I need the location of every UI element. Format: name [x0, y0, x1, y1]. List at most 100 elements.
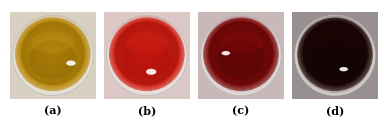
- Circle shape: [107, 15, 187, 96]
- FancyBboxPatch shape: [290, 10, 381, 101]
- Circle shape: [225, 37, 257, 69]
- Circle shape: [22, 23, 83, 84]
- Circle shape: [210, 22, 272, 84]
- Circle shape: [129, 35, 165, 71]
- Circle shape: [40, 40, 66, 66]
- Circle shape: [332, 50, 338, 56]
- Circle shape: [51, 51, 55, 55]
- Circle shape: [30, 30, 76, 76]
- Circle shape: [146, 52, 148, 55]
- Circle shape: [123, 30, 170, 77]
- Circle shape: [233, 45, 249, 62]
- Ellipse shape: [217, 40, 265, 79]
- Circle shape: [295, 15, 375, 96]
- Ellipse shape: [66, 61, 76, 66]
- Circle shape: [110, 17, 184, 90]
- Circle shape: [130, 36, 164, 70]
- Circle shape: [235, 47, 247, 59]
- Circle shape: [211, 23, 271, 83]
- Circle shape: [304, 22, 366, 84]
- Circle shape: [331, 49, 339, 58]
- Circle shape: [231, 43, 251, 63]
- Circle shape: [309, 27, 361, 79]
- Circle shape: [142, 49, 151, 58]
- Circle shape: [321, 39, 349, 67]
- Circle shape: [313, 31, 357, 75]
- Circle shape: [45, 45, 61, 62]
- Circle shape: [316, 34, 354, 72]
- Circle shape: [314, 32, 356, 75]
- Circle shape: [125, 31, 169, 75]
- Circle shape: [25, 25, 81, 81]
- Circle shape: [331, 49, 339, 57]
- Circle shape: [327, 45, 343, 62]
- Ellipse shape: [123, 40, 170, 79]
- Circle shape: [51, 52, 54, 55]
- Circle shape: [136, 43, 157, 64]
- Circle shape: [305, 23, 366, 84]
- Circle shape: [233, 46, 248, 61]
- Circle shape: [301, 19, 369, 87]
- Circle shape: [133, 39, 161, 67]
- Circle shape: [226, 38, 256, 68]
- Circle shape: [116, 22, 178, 84]
- Circle shape: [209, 21, 273, 85]
- Circle shape: [17, 17, 89, 89]
- Circle shape: [41, 41, 65, 65]
- Circle shape: [239, 51, 243, 55]
- Ellipse shape: [339, 67, 348, 71]
- Circle shape: [237, 49, 245, 57]
- Circle shape: [234, 46, 248, 60]
- Circle shape: [334, 52, 336, 54]
- Circle shape: [25, 26, 80, 81]
- Circle shape: [324, 42, 346, 65]
- Circle shape: [13, 15, 93, 96]
- Circle shape: [217, 29, 265, 77]
- Circle shape: [42, 43, 63, 64]
- Circle shape: [298, 17, 372, 90]
- Ellipse shape: [222, 51, 230, 55]
- Circle shape: [120, 27, 174, 80]
- Circle shape: [214, 27, 268, 80]
- Circle shape: [19, 20, 86, 87]
- Circle shape: [35, 35, 71, 71]
- Circle shape: [214, 26, 268, 81]
- Text: (a): (a): [44, 105, 61, 116]
- Circle shape: [47, 47, 59, 59]
- Circle shape: [31, 31, 75, 75]
- Circle shape: [222, 34, 260, 72]
- Circle shape: [330, 48, 340, 59]
- Circle shape: [15, 15, 91, 91]
- Circle shape: [311, 30, 359, 77]
- Circle shape: [205, 17, 277, 89]
- Circle shape: [143, 49, 151, 57]
- Circle shape: [306, 24, 364, 82]
- Circle shape: [139, 45, 155, 62]
- Circle shape: [23, 23, 83, 83]
- Circle shape: [129, 36, 164, 71]
- Circle shape: [35, 36, 70, 71]
- Circle shape: [36, 36, 70, 70]
- Circle shape: [223, 36, 258, 71]
- Circle shape: [206, 18, 276, 88]
- Circle shape: [134, 40, 160, 66]
- Circle shape: [307, 25, 363, 81]
- Circle shape: [126, 33, 167, 74]
- Ellipse shape: [31, 32, 74, 53]
- Circle shape: [20, 21, 86, 86]
- Circle shape: [52, 52, 53, 54]
- Circle shape: [28, 29, 77, 77]
- Circle shape: [220, 33, 262, 74]
- Circle shape: [218, 30, 264, 76]
- Circle shape: [297, 15, 373, 91]
- Circle shape: [46, 46, 60, 60]
- Circle shape: [201, 15, 281, 96]
- Circle shape: [126, 32, 168, 75]
- Circle shape: [310, 28, 360, 78]
- Circle shape: [207, 20, 275, 87]
- Circle shape: [146, 52, 147, 54]
- Circle shape: [109, 15, 185, 91]
- Ellipse shape: [29, 40, 76, 79]
- Circle shape: [212, 24, 270, 82]
- Circle shape: [28, 28, 78, 78]
